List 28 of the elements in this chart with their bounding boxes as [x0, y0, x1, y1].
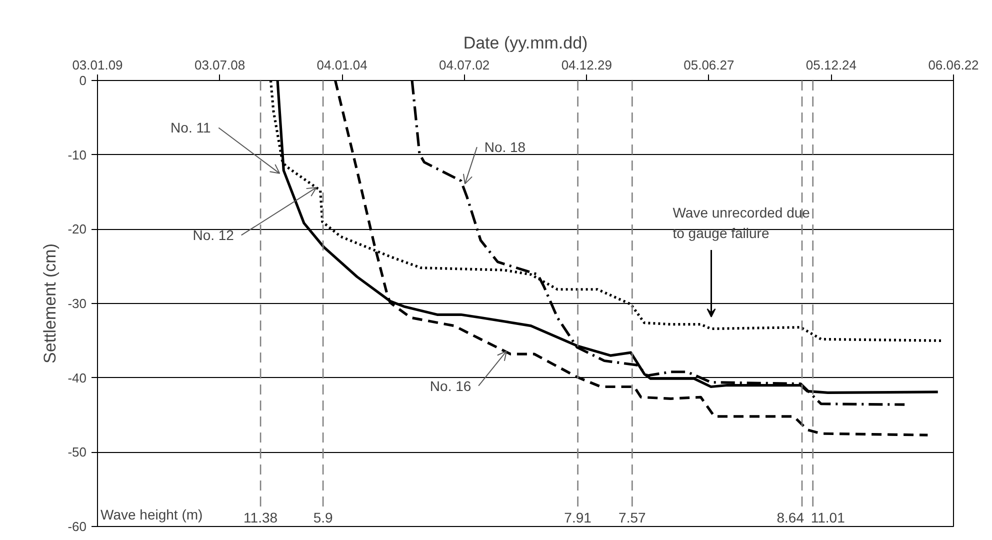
y-axis-title: Settlement (cm): [40, 244, 60, 364]
y-tick-label: -20: [68, 222, 87, 237]
text: No. 18: [484, 139, 526, 156]
x-tick-label: 04.07.02: [439, 58, 490, 72]
x-axis-title: Date (yy.mm.dd): [463, 34, 588, 52]
y-tick-label: -10: [68, 147, 87, 162]
text: No. 16: [430, 378, 472, 394]
x-tick-label: 06.06.22: [928, 58, 979, 72]
text: No. 12: [192, 227, 234, 244]
ref-line-label: 7.57: [618, 510, 646, 526]
ref-line-label: 11.01: [810, 510, 846, 526]
ref-line-label: 5.9: [313, 510, 333, 526]
x-tick-label: 04.01.04: [316, 58, 368, 72]
ref-line-label: 11.38: [244, 510, 278, 526]
ref-line-label: 7.91: [564, 510, 592, 526]
x-tick-label: 05.12.24: [806, 58, 857, 72]
x-tick-label: 03.01.09: [72, 58, 123, 72]
y-tick-label: -60: [68, 519, 87, 534]
x-tick-label: 04.12.29: [561, 58, 612, 72]
x-tick-label: 03.07.08: [194, 58, 246, 72]
annotation: Wave height (m): [100, 506, 203, 522]
text: No. 11: [170, 120, 211, 136]
y-tick-label: -30: [68, 296, 87, 311]
x-tick-label: 05.06.27: [684, 58, 734, 72]
y-tick-label: -40: [68, 370, 87, 386]
y-tick-label: -50: [68, 444, 87, 460]
y-tick-label: 0: [79, 73, 87, 88]
ref-line-label: 8.64: [776, 510, 804, 526]
